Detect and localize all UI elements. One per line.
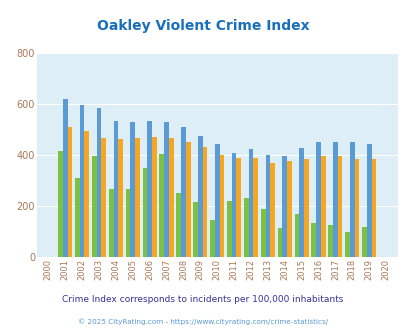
Bar [68, 127, 72, 257]
Bar [248, 149, 253, 257]
Bar [243, 198, 248, 257]
Bar [181, 127, 185, 257]
Bar [311, 223, 315, 257]
Bar [253, 158, 258, 257]
Bar [176, 193, 181, 257]
Bar [371, 159, 375, 257]
Bar [198, 136, 202, 257]
Bar [109, 189, 113, 257]
Bar [75, 178, 79, 257]
Bar [236, 158, 241, 257]
Bar [164, 122, 168, 257]
Bar [185, 142, 190, 257]
Bar [282, 156, 286, 257]
Bar [354, 159, 358, 257]
Bar [92, 156, 96, 257]
Bar [219, 155, 224, 257]
Bar [135, 139, 140, 257]
Bar [147, 121, 151, 257]
Text: Crime Index corresponds to incidents per 100,000 inhabitants: Crime Index corresponds to incidents per… [62, 295, 343, 304]
Bar [130, 122, 135, 257]
Bar [159, 154, 164, 257]
Bar [277, 228, 282, 257]
Bar [168, 139, 173, 257]
Bar [332, 142, 337, 257]
Bar [79, 105, 84, 257]
Bar [286, 161, 291, 257]
Bar [344, 232, 349, 257]
Bar [303, 159, 308, 257]
Bar [265, 155, 270, 257]
Bar [320, 156, 325, 257]
Bar [126, 189, 130, 257]
Text: Oakley Violent Crime Index: Oakley Violent Crime Index [96, 19, 309, 33]
Bar [84, 131, 89, 257]
Bar [63, 99, 68, 257]
Bar [260, 209, 265, 257]
Bar [118, 139, 123, 257]
Bar [202, 148, 207, 257]
Bar [151, 137, 156, 257]
Bar [210, 220, 214, 257]
Bar [58, 151, 63, 257]
Bar [349, 142, 354, 257]
Text: © 2025 CityRating.com - https://www.cityrating.com/crime-statistics/: © 2025 CityRating.com - https://www.city… [78, 318, 327, 325]
Bar [328, 225, 332, 257]
Bar [361, 227, 366, 257]
Bar [315, 142, 320, 257]
Bar [298, 148, 303, 257]
Bar [214, 144, 219, 257]
Bar [142, 168, 147, 257]
Bar [337, 156, 342, 257]
Bar [101, 138, 106, 257]
Bar [294, 214, 298, 257]
Bar [193, 202, 198, 257]
Bar [113, 121, 118, 257]
Bar [96, 108, 101, 257]
Bar [366, 144, 371, 257]
Bar [231, 152, 236, 257]
Bar [226, 201, 231, 257]
Bar [270, 163, 274, 257]
